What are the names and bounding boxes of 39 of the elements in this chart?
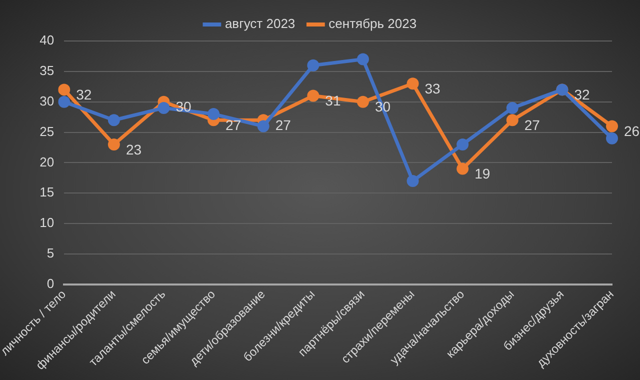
data-label: 32	[574, 86, 590, 103]
point	[406, 78, 419, 90]
point	[406, 174, 419, 187]
data-label: 23	[126, 141, 142, 158]
y-tick-label: 0	[46, 276, 54, 292]
y-tick-label: 35	[40, 63, 54, 78]
point	[108, 138, 120, 150]
point	[58, 84, 70, 96]
data-label: 32	[76, 86, 92, 103]
legend-label: сентябрь 2023	[328, 16, 417, 32]
point	[307, 90, 320, 102]
point	[58, 96, 70, 108]
y-tick-label: 25	[40, 124, 54, 139]
y-tick-label: 5	[46, 246, 54, 261]
point	[158, 102, 170, 114]
y-tick-label: 10	[40, 215, 54, 230]
point	[356, 96, 369, 108]
point	[606, 120, 618, 132]
point	[456, 138, 469, 150]
data-label: 19	[474, 166, 490, 182]
data-label: 27	[226, 116, 242, 133]
data-label: 33	[424, 80, 441, 96]
y-tick-label: 15	[40, 184, 54, 200]
y-tick-label: 20	[40, 154, 54, 170]
y-tick-label: 40	[40, 32, 54, 48]
data-label: 26	[624, 123, 640, 140]
point	[208, 108, 220, 120]
data-label: 27	[275, 116, 292, 133]
point	[606, 132, 618, 144]
point	[257, 120, 270, 132]
y-tick-label: 30	[40, 93, 54, 108]
point	[108, 114, 120, 126]
data-label: 27	[524, 116, 540, 133]
point	[356, 53, 369, 66]
point	[307, 59, 320, 72]
legend-label: август 2023	[224, 16, 296, 32]
point	[506, 102, 518, 114]
point	[506, 114, 518, 126]
point	[456, 162, 469, 175]
